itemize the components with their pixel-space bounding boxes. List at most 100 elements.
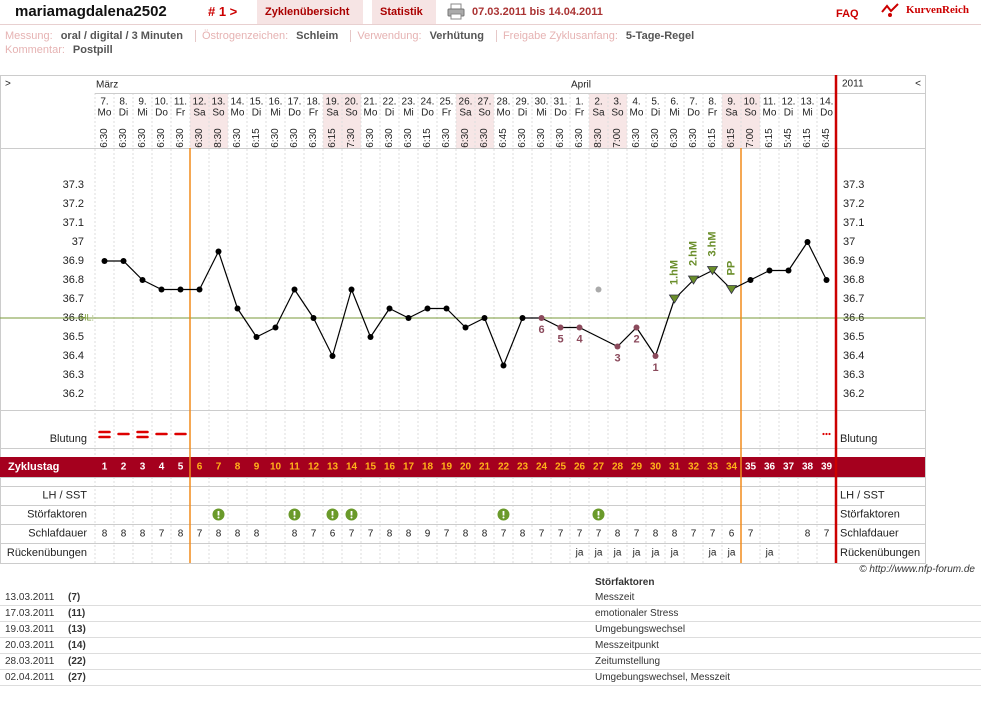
date-label: 13. — [212, 97, 226, 108]
weekday-label: So — [212, 108, 225, 119]
exercise-value: ja — [594, 548, 603, 559]
table-row: 17.03.2011 (11) emotionaler Stress — [0, 605, 981, 622]
date-label: 16. — [269, 97, 283, 108]
point — [424, 305, 431, 312]
counted-point — [538, 315, 545, 321]
disturbance-icon — [497, 508, 510, 521]
table-title: Störfaktoren — [595, 577, 655, 588]
cycle-day: 16 — [384, 462, 396, 473]
date-label: 20. — [345, 97, 359, 108]
sleep-value: 8 — [672, 529, 678, 540]
point — [747, 277, 754, 283]
time-label: 6:30 — [365, 128, 376, 148]
cycle-day: 34 — [726, 462, 738, 473]
date-label: 8. — [119, 97, 127, 108]
tab[interactable]: Statistik — [372, 0, 436, 24]
exercise-value: ja — [708, 548, 717, 559]
curve-segment — [806, 241, 828, 281]
weekday-label: Sa — [725, 108, 738, 119]
weekday-label: Di — [385, 108, 394, 119]
reason-cell: Messzeit — [595, 590, 981, 606]
print-icon[interactable] — [447, 3, 465, 20]
faq-link[interactable]: FAQ — [836, 8, 859, 20]
weekday-label: Mo — [231, 108, 245, 119]
point — [804, 239, 811, 245]
counted-point — [576, 324, 583, 331]
reason-cell: Messzeitpunkt — [595, 637, 981, 654]
sleep-value: 8 — [178, 529, 184, 540]
sleep-value: 7 — [710, 529, 716, 540]
y-tick-label: 36.4 — [843, 350, 864, 362]
time-label: 6:30 — [137, 128, 148, 148]
weekday-label: Sa — [459, 108, 472, 119]
date-label: 1. — [575, 97, 583, 108]
date-label: 7. — [689, 97, 697, 108]
tab[interactable]: Zyklenübersicht — [257, 0, 363, 24]
info-value: Schleim — [296, 30, 339, 42]
high-point — [706, 266, 719, 276]
date-label: 23. — [402, 97, 416, 108]
cycle-day: 29 — [631, 462, 643, 473]
date-label: 24. — [421, 97, 435, 108]
sleep-value: 7 — [634, 529, 640, 540]
y-tick-label: 37.3 — [63, 179, 84, 191]
date-cell: 28.03.2011 — [0, 653, 68, 670]
excluded-point — [595, 286, 602, 293]
time-label: 6:30 — [479, 128, 490, 148]
day-cell: (7) — [68, 590, 595, 606]
info-label: Freigabe Zyklusanfang: — [502, 30, 618, 42]
info-value: oral / digital / 3 Minuten — [60, 30, 183, 42]
point — [386, 305, 393, 312]
table-row: 20.03.2011 (14) Messzeitpunkt — [0, 637, 981, 654]
cycle-day: 3 — [140, 462, 146, 473]
time-label: 6:30 — [460, 128, 471, 148]
cycle-nav[interactable]: # 1 > — [208, 4, 238, 19]
cycle-day: 25 — [555, 462, 567, 473]
point — [310, 315, 317, 321]
cycle-day: 19 — [441, 462, 453, 473]
time-label: 8:30 — [593, 128, 604, 148]
curve-segment — [750, 269, 770, 281]
point — [101, 258, 108, 264]
copyright: © http://www.nfp-forum.de — [859, 564, 975, 575]
sleep-value: 8 — [653, 529, 659, 540]
curve-segment — [331, 289, 353, 357]
row-label: Schlafdauer — [28, 527, 87, 539]
exercise-value: ja — [632, 548, 641, 559]
weekday-label: Mo — [98, 108, 112, 119]
cycle-day: 35 — [745, 462, 757, 473]
weekday-label: Mi — [669, 108, 680, 119]
cycle-day: 36 — [764, 462, 776, 473]
date-label: 18. — [307, 97, 321, 108]
time-label: 6:30 — [270, 128, 281, 148]
time-label: 6:30 — [403, 128, 414, 148]
header-bar — [0, 0, 981, 25]
y-tick-label: 37.3 — [843, 179, 864, 191]
row-label: Schlafdauer — [840, 527, 899, 539]
reason-cell: Zeitumstellung — [595, 653, 981, 670]
high-point — [687, 275, 700, 285]
date-label: 11. — [174, 97, 187, 108]
time-label: 6:30 — [384, 128, 395, 148]
disturbance-icon — [592, 508, 605, 521]
info-label: Kommentar: — [5, 44, 65, 56]
curve-segment — [294, 289, 314, 319]
y-tick-label: 36.8 — [843, 274, 864, 286]
day-cell: (13) — [68, 621, 595, 638]
weekend-cell — [456, 93, 475, 148]
time-label: 6:30 — [118, 128, 129, 148]
date-label: 17. — [288, 97, 302, 108]
date-label: 22. — [383, 97, 397, 108]
date-label: 5. — [651, 97, 659, 108]
y-tick-label: 36.9 — [843, 255, 864, 267]
weekday-label: Mi — [137, 108, 148, 119]
logo-text: KurvenReich — [906, 4, 969, 16]
sleep-value: 7 — [349, 529, 355, 540]
point — [329, 353, 336, 359]
sleep-value: 7 — [539, 529, 545, 540]
point — [177, 286, 184, 293]
frame — [0, 75, 926, 564]
sleep-value: 6 — [330, 529, 336, 540]
weekday-label: Mi — [536, 108, 547, 119]
date-label: 11. — [763, 97, 776, 108]
